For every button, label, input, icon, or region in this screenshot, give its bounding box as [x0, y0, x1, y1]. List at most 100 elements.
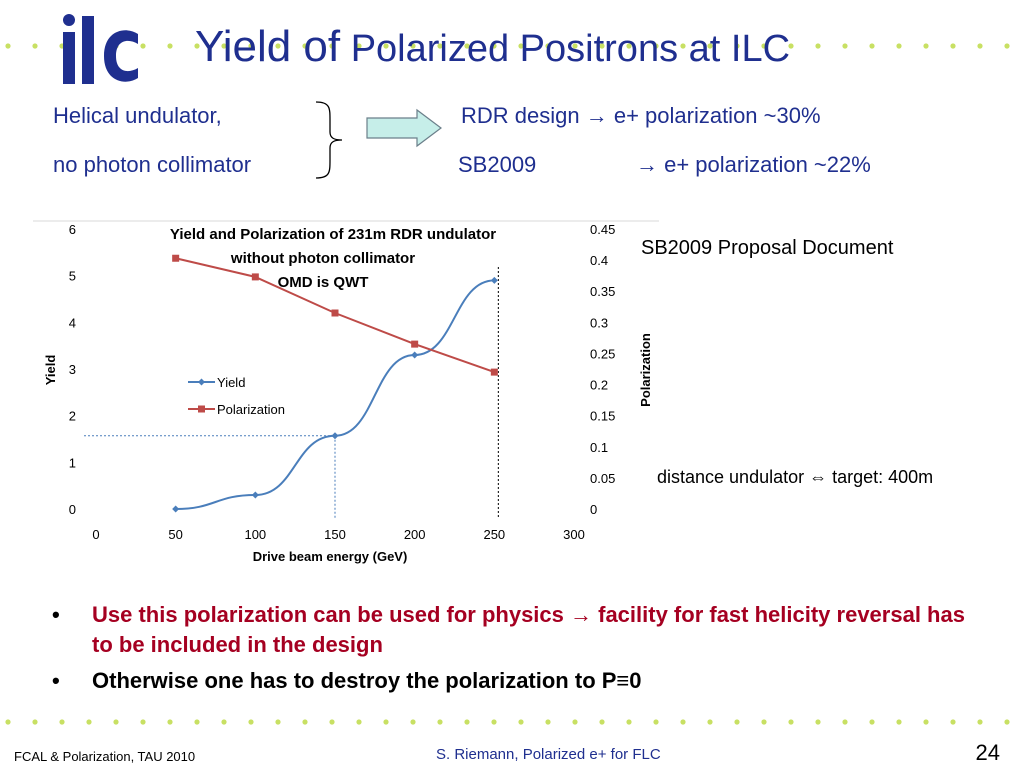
decor-dot [275, 43, 281, 49]
decor-dot [572, 719, 578, 725]
bullet-item: • Otherwise one has to destroy the polar… [52, 666, 982, 696]
decor-dot [653, 719, 659, 725]
bullet-list: • Use this polarization can be used for … [52, 600, 982, 696]
x-tick-label: 250 [483, 527, 505, 542]
x-axis-label: Drive beam energy (GeV) [253, 549, 408, 564]
footer-left: FCAL & Polarization, TAU 2010 [14, 749, 196, 764]
decor-dot [329, 719, 335, 725]
x-tick-label: 150 [324, 527, 346, 542]
x-tick-label: 200 [404, 527, 426, 542]
decor-dot [626, 43, 632, 49]
decor-dot [1004, 719, 1010, 725]
source-note: SB2009 Proposal Document [641, 237, 894, 259]
y2-tick-label: 0.3 [590, 315, 608, 330]
rdr-design-line: RDR design → e+ polarization ~30% [461, 103, 821, 128]
y-tick-label: 0 [69, 502, 76, 517]
decor-dot [653, 43, 659, 49]
yield-point [490, 276, 498, 284]
decor-dot [491, 719, 497, 725]
decor-dot [950, 719, 956, 725]
yield-point [251, 491, 259, 499]
y-tick-label: 1 [69, 455, 76, 470]
series-line-yield [175, 279, 495, 510]
sb2009-value: → e+ polarization ~22% [636, 152, 871, 177]
y-tick-label: 2 [69, 409, 76, 424]
decor-dot [59, 719, 65, 725]
polarization-point [172, 254, 180, 262]
decor-dot [437, 719, 443, 725]
y2-tick-label: 0.35 [590, 284, 615, 299]
footer-center: S. Riemann, Polarized e+ for FLC [436, 746, 661, 763]
decor-dot [788, 719, 794, 725]
decor-dot [815, 719, 821, 725]
decor-dot [680, 43, 686, 49]
decor-dot [923, 719, 929, 725]
bullet-text: Otherwise one has to destroy the polariz… [92, 668, 642, 693]
decor-dot [356, 43, 362, 49]
y2-tick-label: 0.45 [590, 222, 615, 237]
y2-axis-label: Polarization [638, 333, 653, 407]
chart-background [33, 215, 659, 580]
decor-dot [5, 719, 11, 725]
grouping-brace [315, 101, 343, 179]
legend-label: Yield [217, 375, 245, 390]
decor-dot [383, 719, 389, 725]
decor-dot [383, 43, 389, 49]
decor-dot [302, 719, 308, 725]
y-tick-label: 3 [69, 362, 76, 377]
decor-dot [869, 719, 875, 725]
polarization-point [411, 340, 419, 348]
y-tick-label: 5 [69, 269, 76, 284]
decor-dot [275, 719, 281, 725]
sb2009-label: SB2009 [458, 152, 537, 177]
y2-tick-label: 0.4 [590, 253, 608, 268]
decor-dot [113, 719, 119, 725]
decor-dot [464, 43, 470, 49]
decor-dot [221, 43, 227, 49]
decor-dot [248, 719, 254, 725]
decor-dot [545, 43, 551, 49]
yield-point [172, 505, 180, 513]
left-line1: Helical undulator, [53, 103, 222, 128]
chart-title-line: OMD is QWT [278, 274, 369, 291]
decor-dot [437, 43, 443, 49]
decor-dot [815, 43, 821, 49]
yield-point [411, 351, 419, 359]
decor-dot [842, 43, 848, 49]
decor-dot [572, 43, 578, 49]
decor-dot [977, 719, 983, 725]
decor-dot [734, 43, 740, 49]
x-tick-label: 300 [563, 527, 585, 542]
decor-dot [464, 719, 470, 725]
y2-tick-label: 0.25 [590, 346, 615, 361]
decor-dot [167, 43, 173, 49]
y2-tick-label: 0.05 [590, 471, 615, 486]
y2-tick-label: 0 [590, 502, 597, 517]
bullet-item: • Use this polarization can be used for … [52, 600, 982, 660]
decor-dot [167, 719, 173, 725]
decor-dot [32, 43, 38, 49]
decor-dot [302, 43, 308, 49]
x-tick-label: 0 [92, 527, 99, 542]
legend-marker [198, 378, 205, 386]
decor-dot [599, 43, 605, 49]
decor-dot [140, 719, 146, 725]
yield-polarization-chart: 0 1 2 3 4 5 6 0 0.05 0.1 0.15 0.2 0.25 0.3 0.35 0.4 0.45… [33, 215, 659, 580]
decor-dot [248, 43, 254, 49]
ilc-logo [63, 14, 138, 84]
chart-title-line: without photon collimator [230, 250, 415, 267]
x-tick-label: 50 [168, 527, 182, 542]
decor-dot [599, 719, 605, 725]
decor-dot [1004, 43, 1010, 49]
x-tick-label: 100 [244, 527, 266, 542]
decor-dot [329, 43, 335, 49]
y-axis-label: Yield [43, 355, 58, 386]
block-arrow [366, 108, 442, 148]
decor-dot [707, 719, 713, 725]
polarization-point [251, 273, 259, 281]
y2-tick-label: 0.2 [590, 378, 608, 393]
decor-dot [950, 43, 956, 49]
bullet-marker: • [52, 602, 60, 627]
y2-tick-label: 0.15 [590, 409, 615, 424]
decor-dot [788, 43, 794, 49]
